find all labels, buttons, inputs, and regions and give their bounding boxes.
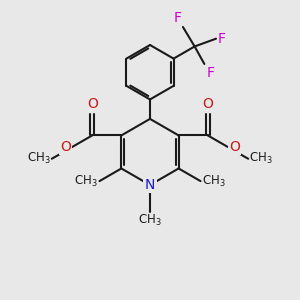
Text: O: O: [60, 140, 71, 154]
Text: F: F: [174, 11, 182, 25]
Text: CH$_3$: CH$_3$: [249, 151, 273, 166]
Text: N: N: [145, 178, 155, 192]
Text: O: O: [87, 97, 98, 111]
Text: F: F: [206, 66, 214, 80]
Text: O: O: [202, 97, 213, 111]
Text: O: O: [229, 140, 240, 154]
Text: F: F: [218, 32, 226, 46]
Text: CH$_3$: CH$_3$: [138, 213, 162, 228]
Text: CH$_3$: CH$_3$: [202, 174, 226, 189]
Text: CH$_3$: CH$_3$: [27, 151, 51, 166]
Text: CH$_3$: CH$_3$: [74, 174, 98, 189]
